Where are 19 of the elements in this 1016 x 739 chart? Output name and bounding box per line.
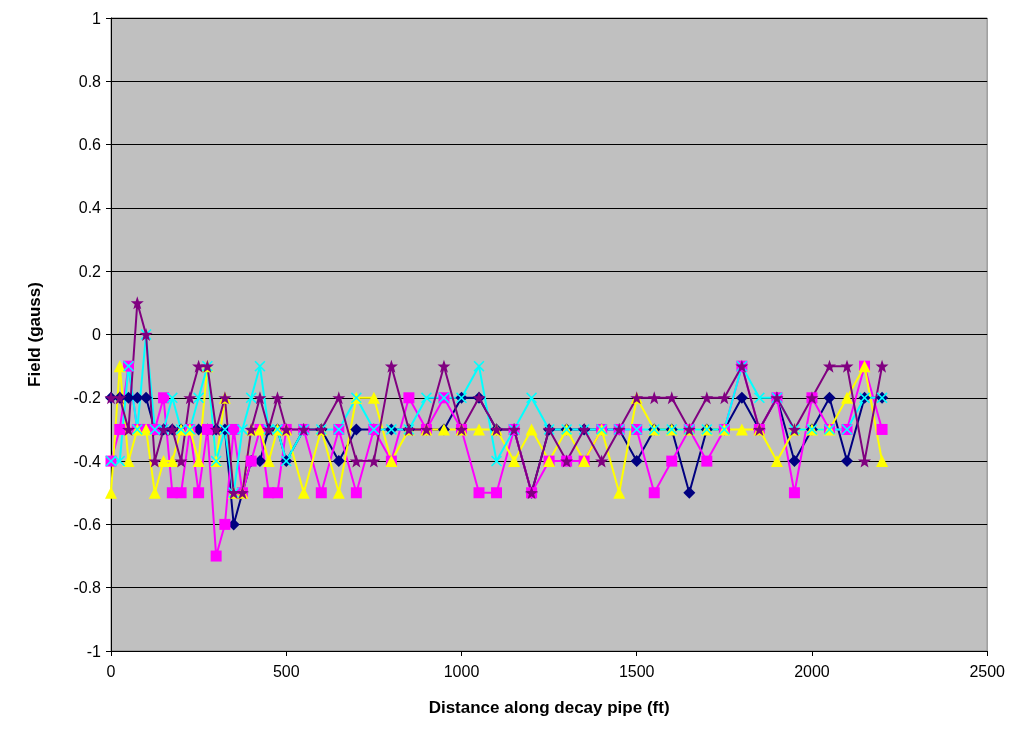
y-tick-label: 1: [92, 9, 102, 27]
y-tick-label: 0.6: [78, 136, 102, 154]
x-tick-label: 2000: [794, 662, 830, 680]
y-axis-title: Field (gauss): [25, 282, 44, 387]
y-tick-label: -0.8: [73, 579, 102, 597]
y-tick-label: -0.6: [73, 515, 102, 533]
y-tick-label: -0.4: [73, 452, 102, 470]
x-tick-label: 0: [106, 662, 116, 680]
y-tick-label: 0.4: [78, 199, 102, 217]
y-tick-label: -1: [86, 642, 102, 660]
y-tick-label: -0.2: [73, 389, 102, 407]
x-tick-label: 500: [272, 662, 300, 680]
y-tick-label: 0.8: [78, 72, 102, 90]
x-tick-label: 1500: [618, 662, 655, 680]
y-tick-label: 0.2: [78, 262, 102, 280]
x-tick-label: 2500: [969, 662, 1006, 680]
y-tick-label: 0: [92, 326, 102, 343]
x-tick-label: 1000: [443, 662, 480, 680]
x-axis-title: Distance along decay pipe (ft): [428, 698, 670, 717]
